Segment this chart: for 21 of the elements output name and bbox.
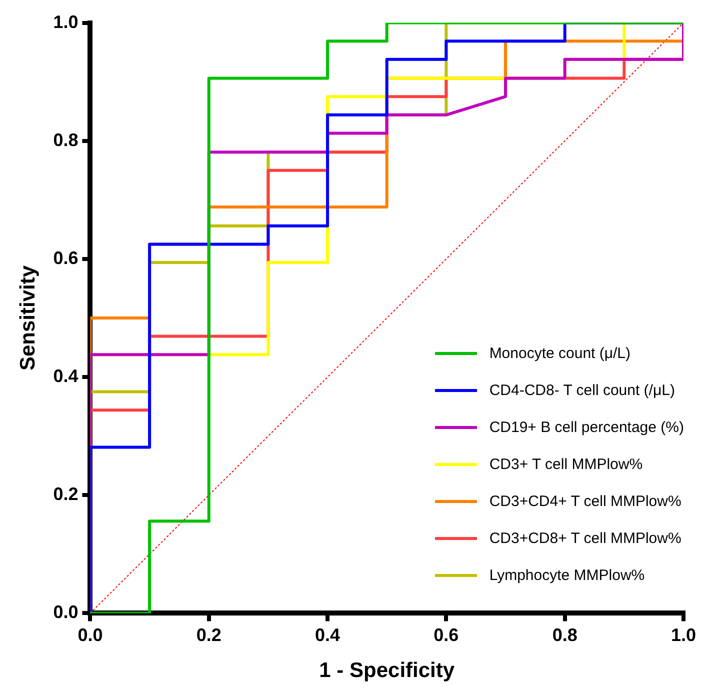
y-axis-title: Sensitivity <box>16 265 40 371</box>
legend-label: Lymphocyte MMPlow% <box>489 567 645 584</box>
legend-label: CD19+ B cell percentage (%) <box>489 419 684 436</box>
x-tick-label: 0.0 <box>78 624 103 645</box>
y-tick-label: 0.4 <box>53 366 78 386</box>
y-tick-label: 1.0 <box>53 12 78 32</box>
y-tick-label: 0.2 <box>53 484 78 504</box>
legend-label: CD4-CD8- T cell count (/μL) <box>489 382 675 399</box>
x-tick-label: 0.6 <box>434 624 459 645</box>
x-tick-label: 1.0 <box>670 624 696 645</box>
x-axis-title: 1 - Specificity <box>319 659 455 682</box>
y-tick-label: 0.8 <box>53 130 78 150</box>
x-tick-label: 0.8 <box>552 624 578 645</box>
y-tick-label: 0.0 <box>53 602 78 622</box>
y-tick-label: 0.6 <box>53 248 78 268</box>
legend-label: CD3+CD8+ T cell MMPlow% <box>489 530 682 547</box>
x-tick-label: 0.4 <box>315 624 340 645</box>
legend-label: CD3+CD4+ T cell MMPlow% <box>489 493 682 510</box>
x-tick-label: 0.2 <box>196 624 222 645</box>
legend-label: Monocyte count (μ/L) <box>489 345 631 362</box>
legend-label: CD3+ T cell MMPlow% <box>489 456 643 473</box>
